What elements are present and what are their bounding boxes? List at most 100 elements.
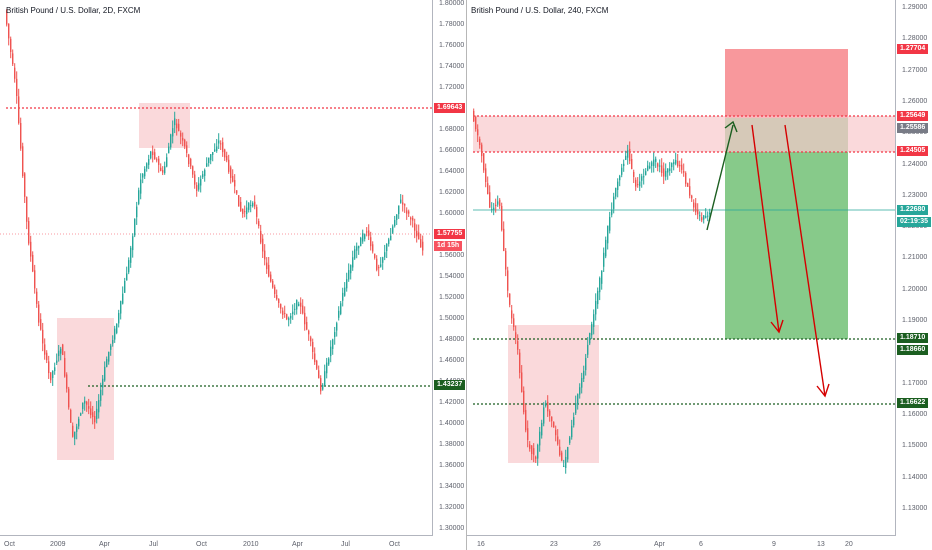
time-tick-label: 26 [593,541,601,548]
candle-body [218,140,220,144]
candle-body [42,329,44,344]
candle-body [184,139,186,147]
candle-body [649,166,651,169]
candle-body [162,169,164,173]
candle-body [64,357,66,377]
candle-body [200,179,202,186]
candle-body [192,166,194,175]
candle-body [122,293,124,304]
candle-body [350,265,352,274]
price-tag-label: 02:19:35 [897,217,932,227]
price-tick-label: 1.78000 [439,21,465,28]
price-tag-label: 1.18710 [897,333,929,343]
right-chart-panel[interactable]: British Pound / U.S. Dollar, 240, FXCM 1… [466,0,932,550]
candle-body [58,350,60,357]
candle-body [615,187,617,197]
candle-body [214,149,216,152]
candle-body [246,207,248,215]
candle-body [46,352,48,361]
price-tick-label: 1.34000 [439,483,465,490]
candle-body [412,217,414,221]
candle-body [705,216,707,218]
candle-body [44,344,46,355]
left-price-axis[interactable]: 1.800001.780001.760001.740001.720001.700… [432,0,467,536]
price-tag-label: 1.25649 [897,111,929,121]
candle-body [390,235,392,241]
right-chart-canvas[interactable] [467,0,895,536]
candle-body [707,215,709,217]
candle-body [92,412,94,418]
candle-body [228,159,230,172]
candle-body [673,162,675,165]
candle-body [82,402,84,410]
candle-body [104,366,106,381]
candle-body [286,314,288,320]
price-tag-label: 1.69643 [434,103,466,113]
candle-body [74,431,76,440]
price-tick-label: 1.72000 [439,84,465,91]
candle-body [408,211,410,214]
time-tick-label: 23 [550,541,558,548]
left-time-axis[interactable]: Oct 2009 Apr Jul Oct 2010 Apr Jul Oct [0,535,432,550]
price-tick-label: 1.28000 [902,35,928,43]
candle-body [222,142,224,153]
candle-body [653,159,655,167]
candle-body [625,155,627,161]
price-tick-label: 1.40000 [439,420,465,427]
candle-body [38,304,40,323]
candle-body [384,252,386,258]
candle-body [120,301,122,314]
candle-body [617,181,619,190]
right-time-axis[interactable]: 16 23 26 Apr 6 9 13 20 [467,535,895,550]
price-tick-label: 1.62000 [439,189,465,196]
price-tick-label: 1.24000 [902,160,928,168]
candle-body [637,184,639,186]
candle-body [535,456,537,459]
candle-body [539,431,541,446]
candle-body [621,167,623,175]
candle-body [316,360,318,369]
left-chart-canvas[interactable] [0,0,432,536]
candle-body [499,199,501,206]
time-tick-label: 2010 [243,541,259,548]
candle-body [344,287,346,296]
candle-body [557,436,559,445]
candle-body [230,167,232,178]
candle-body [174,118,176,126]
candle-body [180,132,182,137]
candle-body [94,416,96,423]
price-tick-label: 1.15000 [902,442,928,450]
candle-body [118,313,120,324]
candle-body [537,444,539,459]
candle-body [148,159,150,165]
candle-body [40,319,42,330]
candle-body [348,270,350,280]
candle-body [14,67,16,79]
candle-body [50,372,52,381]
candle-body [294,308,296,310]
candle-body [402,202,404,205]
candle-body [336,323,338,331]
candle-body [166,157,168,167]
candle-body [176,123,178,129]
candle-body [268,264,270,277]
candle-body [62,344,64,355]
candle-body [394,220,396,227]
time-tick-label: 16 [477,541,485,548]
candle-body [505,250,507,270]
candle-body [54,367,56,372]
projection-up-line [706,124,734,231]
candle-body [647,165,649,171]
candle-body [160,167,162,171]
left-chart-panel[interactable]: British Pound / U.S. Dollar, 2D, FXCM 1.… [0,0,467,550]
candle-body [422,241,424,251]
candle-body [523,390,525,413]
right-price-axis[interactable]: 1.290001.280001.270001.260001.250001.240… [895,0,932,536]
candle-body [599,278,601,293]
candle-body [661,165,663,173]
time-tick-label: 2009 [50,541,66,548]
candle-body [511,310,513,319]
price-tick-label: 1.17000 [902,379,928,387]
candle-body [382,257,384,263]
candle-body [398,205,400,215]
